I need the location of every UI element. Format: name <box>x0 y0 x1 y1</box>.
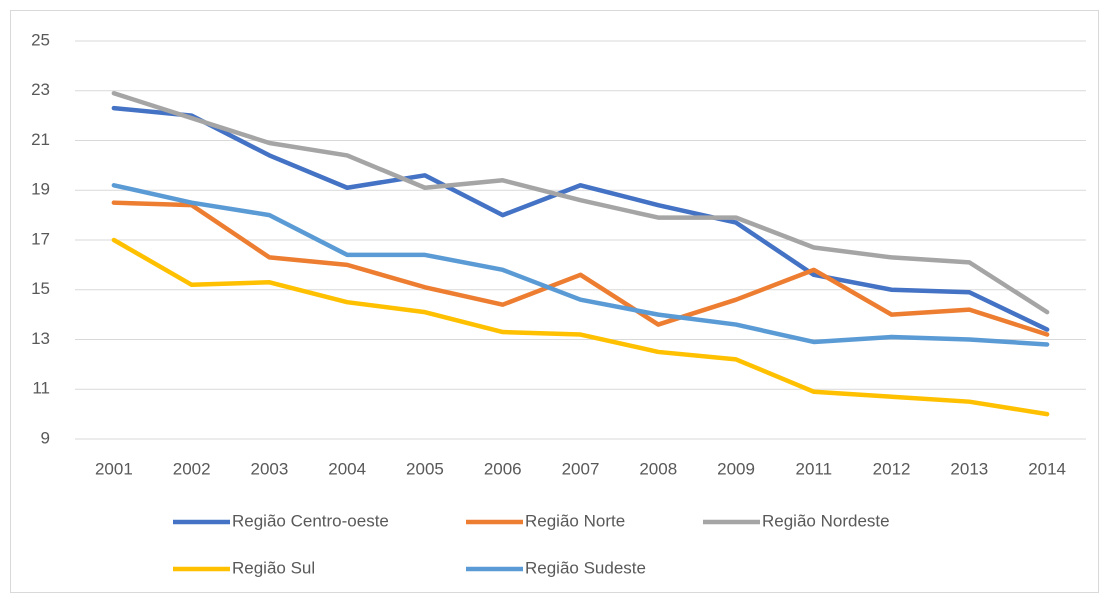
legend-label: Região Norte <box>525 511 625 530</box>
y-tick-label: 17 <box>31 229 50 248</box>
x-tick-label: 2006 <box>484 459 522 478</box>
y-tick-label: 23 <box>31 80 50 99</box>
x-tick-label: 2004 <box>328 459 366 478</box>
x-tick-label: 2002 <box>173 459 211 478</box>
legend-label: Região Nordeste <box>762 511 890 530</box>
series-line <box>111 183 1050 347</box>
x-tick-label: 2008 <box>639 459 677 478</box>
y-tick-label: 15 <box>31 279 50 298</box>
x-tick-label: 2012 <box>873 459 911 478</box>
y-tick-label: 11 <box>32 379 50 398</box>
x-tick-label: 2011 <box>796 459 833 478</box>
y-tick-label: 25 <box>31 30 50 49</box>
x-tick-label: 2007 <box>562 459 600 478</box>
series-line <box>111 237 1050 417</box>
legend-label: Região Sul <box>232 558 315 577</box>
y-tick-label: 13 <box>31 329 50 348</box>
legend-label: Região Sudeste <box>525 558 646 577</box>
series-line <box>111 200 1050 337</box>
series-line <box>111 90 1050 315</box>
y-tick-label: 9 <box>41 428 50 447</box>
x-tick-label: 2013 <box>950 459 988 478</box>
x-tick-label: 2005 <box>406 459 444 478</box>
chart-border <box>10 10 1099 593</box>
y-tick-label: 21 <box>31 130 50 149</box>
x-tick-label: 2001 <box>95 459 133 478</box>
x-tick-label: 2014 <box>1028 459 1066 478</box>
legend-label: Região Centro-oeste <box>232 511 389 530</box>
x-tick-label: 2009 <box>717 459 755 478</box>
series-line <box>111 105 1050 332</box>
x-tick-label: 2003 <box>251 459 289 478</box>
y-tick-label: 19 <box>31 180 50 199</box>
